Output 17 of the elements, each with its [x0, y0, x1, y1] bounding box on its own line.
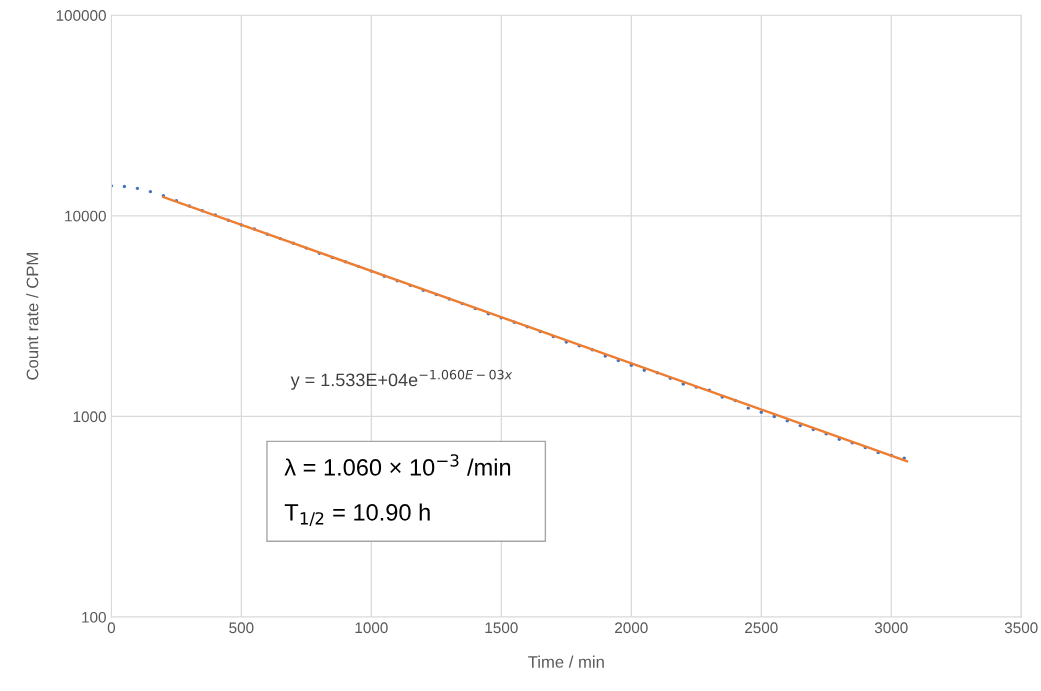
annotation: T$_{1/2}$ = 10.90 h	[284, 503, 430, 526]
x-tick-label: 1500	[485, 622, 518, 634]
x-tick-label: 500	[229, 622, 254, 634]
x-tick-label: 1000	[355, 622, 388, 634]
x-tick-label: 2000	[615, 622, 648, 634]
x-axis-title: Time / min	[528, 655, 604, 668]
annotation: y = 1.533E+04e$^{−1.060E−03x}$	[290, 369, 513, 390]
x-tick-label: 2500	[745, 622, 778, 634]
y-tick-label: 100000	[56, 10, 106, 21]
annotation: λ = 1.060 × 10$^{−3}$ /min	[284, 454, 511, 476]
y-axis-title: Count rate / CPM	[26, 253, 39, 380]
y-tick-label: 1000	[73, 411, 106, 423]
x-tick-label: 3000	[874, 622, 908, 634]
x-tick-label: 3500	[1004, 622, 1038, 634]
x-tick-label: 0	[107, 622, 116, 634]
y-tick-label: 100	[82, 611, 106, 623]
y-tick-label: 10000	[65, 210, 106, 222]
